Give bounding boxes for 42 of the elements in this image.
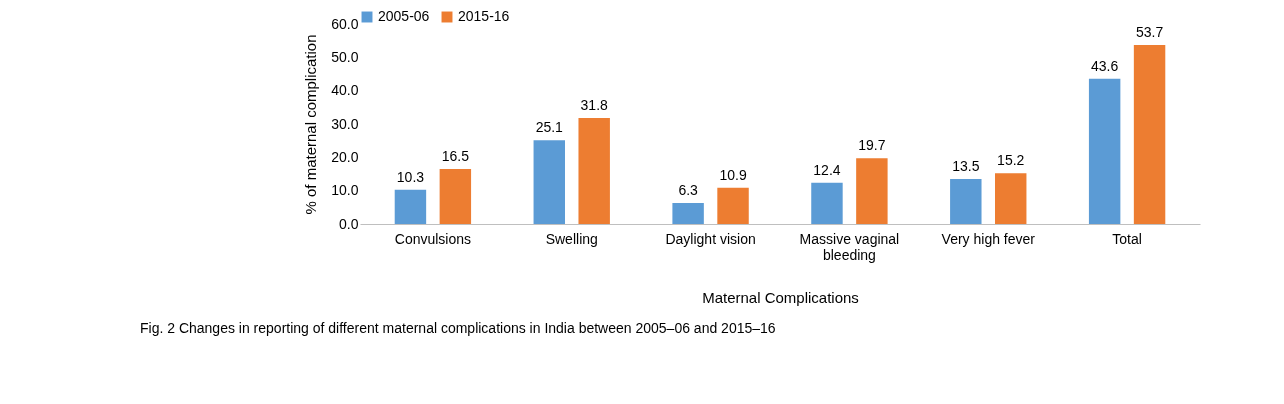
data-label: 43.6 — [1091, 57, 1119, 74]
x-tick-label: Massive vaginal bleeding — [799, 230, 900, 263]
data-label: 31.8 — [580, 97, 609, 113]
data-label: 10.3 — [396, 168, 425, 185]
data-label: 15.2 — [997, 152, 1025, 169]
x-axis-title: Maternal Complications — [702, 288, 859, 306]
data-label: 10.9 — [719, 166, 747, 183]
y-tick-label: 40.0 — [331, 82, 359, 99]
data-label: 25.1 — [535, 119, 564, 136]
data-label: 16.5 — [441, 148, 470, 164]
bar — [811, 182, 843, 224]
y-tick-label: 30.0 — [331, 115, 359, 132]
x-tick-label: Very high fever — [941, 230, 1036, 247]
data-label: 6.3 — [678, 182, 699, 198]
y-tick-label: 20.0 — [331, 148, 359, 165]
bar — [950, 179, 982, 224]
y-axis-title: % of maternal complication — [302, 34, 320, 215]
legend-label: 2015-16 — [458, 8, 510, 24]
bar — [439, 169, 472, 224]
bar — [856, 158, 888, 224]
bar — [533, 140, 565, 224]
bar — [1088, 78, 1121, 224]
data-label: 12.4 — [813, 161, 841, 178]
legend-label: 2005-06 — [378, 8, 430, 24]
bar — [717, 187, 749, 224]
x-tick-label: Swelling — [545, 230, 598, 247]
x-tick-label: Convulsions — [394, 230, 472, 247]
bar — [578, 118, 610, 224]
data-label: 13.5 — [952, 158, 980, 174]
y-tick-label: 10.0 — [331, 182, 359, 199]
x-tick-label: Total — [1112, 230, 1142, 247]
x-tick-label: Daylight vision — [665, 230, 756, 247]
data-label: 19.7 — [858, 137, 886, 154]
y-tick-label: 0.0 — [339, 215, 359, 232]
bar — [995, 173, 1027, 224]
data-label: 53.7 — [1135, 24, 1164, 40]
caption: Fig. 2 Changes in reporting of different maternal complications in India between 2005–06 and 2015–16 — [140, 320, 776, 336]
bar — [1133, 45, 1166, 224]
bar — [394, 189, 427, 224]
y-tick-label: 60.0 — [331, 15, 359, 32]
y-tick-label: 50.0 — [331, 48, 359, 65]
bar — [672, 203, 704, 224]
